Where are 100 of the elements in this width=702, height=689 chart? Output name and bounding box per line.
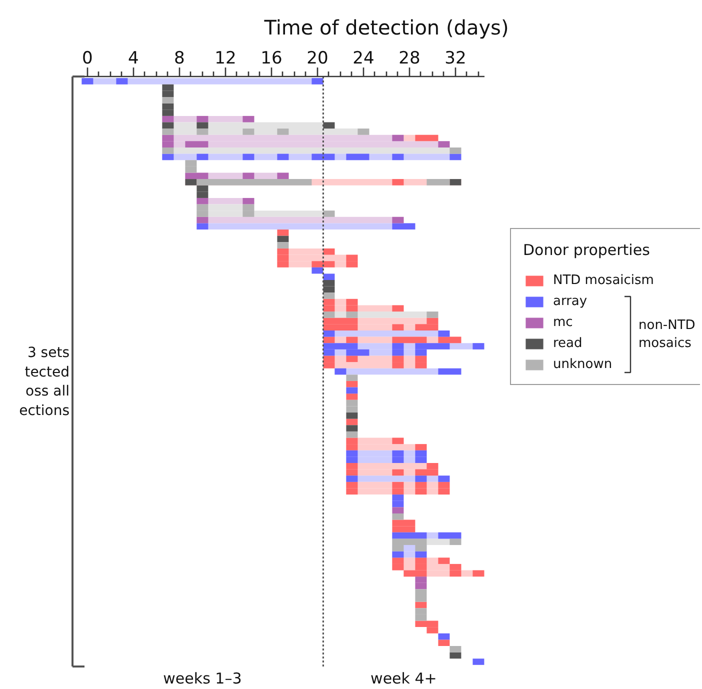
bar <box>185 179 197 186</box>
bar <box>312 154 335 160</box>
bar <box>346 425 358 432</box>
bar <box>346 154 370 160</box>
legend-label: read <box>553 336 582 351</box>
x-tick-label: 0 <box>82 48 93 68</box>
bar <box>392 216 404 224</box>
bar <box>415 602 427 608</box>
bar <box>346 418 358 426</box>
bar <box>323 330 335 337</box>
bar <box>392 513 404 520</box>
bar <box>450 179 462 186</box>
bar <box>450 646 462 652</box>
bar <box>242 198 254 204</box>
bar <box>472 570 484 577</box>
bar <box>185 172 208 180</box>
bar <box>277 236 289 242</box>
bar <box>277 230 289 236</box>
bar <box>392 223 416 230</box>
x-tick-label: 12 <box>214 48 236 68</box>
bar <box>346 431 358 438</box>
bar <box>162 122 174 129</box>
bar <box>438 476 450 482</box>
bar <box>438 141 450 148</box>
bar <box>196 216 208 224</box>
bar <box>277 128 289 135</box>
bar <box>392 324 404 330</box>
bar <box>162 97 174 104</box>
bar <box>358 128 370 135</box>
legend-label: mc <box>553 315 573 330</box>
bar <box>346 412 358 419</box>
bar <box>392 551 404 558</box>
bar <box>415 476 427 482</box>
x-axis-title: Time of detection (days) <box>263 16 509 40</box>
bar <box>323 312 335 318</box>
bar <box>323 210 335 217</box>
bar <box>242 128 254 135</box>
bar <box>415 444 427 450</box>
bar <box>242 116 254 122</box>
bar <box>162 154 174 160</box>
bar <box>438 368 462 375</box>
x-tick-label: 4 <box>128 48 139 68</box>
bar <box>323 248 335 255</box>
bar <box>438 330 450 337</box>
bar <box>392 438 404 444</box>
bar <box>162 147 174 154</box>
bar <box>346 380 358 388</box>
bar <box>277 172 289 180</box>
legend-label: unknown <box>553 357 614 372</box>
bar <box>346 394 358 400</box>
bar <box>196 198 208 204</box>
legend-label: array <box>553 294 588 309</box>
bar <box>185 141 208 148</box>
bar <box>472 343 484 350</box>
bar <box>346 336 358 344</box>
bar <box>472 658 484 665</box>
bar <box>392 305 404 312</box>
bar <box>392 469 404 476</box>
text: non-NTD mosaics <box>638 318 696 351</box>
bar <box>323 274 335 280</box>
bar <box>242 154 254 160</box>
bar <box>312 261 335 268</box>
x-tick-label: 8 <box>174 48 185 68</box>
x-tick-label: 20 <box>306 48 328 68</box>
bar <box>426 312 438 318</box>
bar <box>346 312 358 318</box>
bar <box>346 476 358 482</box>
y-axis-title: 3 sets tected oss all ections <box>19 345 70 419</box>
bar <box>196 128 208 135</box>
bar <box>392 134 404 142</box>
bar <box>346 356 358 362</box>
bar <box>116 78 128 84</box>
bar <box>162 128 174 135</box>
bar <box>438 558 450 564</box>
bar <box>450 154 462 160</box>
bar <box>82 78 94 84</box>
bar <box>323 336 335 344</box>
bar <box>438 640 450 646</box>
bar <box>438 532 462 539</box>
bar <box>242 172 254 180</box>
bar <box>415 134 438 142</box>
x-tick-label: 28 <box>398 48 420 68</box>
bar <box>438 633 450 640</box>
bar <box>392 179 404 186</box>
bar <box>392 532 427 539</box>
bar <box>277 242 289 248</box>
text: weeks 1–3 <box>163 670 242 688</box>
bar <box>392 336 427 344</box>
bar <box>196 122 208 129</box>
text: week 4+ <box>370 670 437 688</box>
bar <box>392 154 404 160</box>
x-tick-label: 16 <box>260 48 282 68</box>
legend-title: Donor properties <box>523 241 651 259</box>
bar <box>450 538 462 546</box>
bar <box>312 78 324 84</box>
bar <box>162 116 174 122</box>
legend-label: NTD mosaicism <box>553 273 655 288</box>
bar <box>312 267 324 274</box>
bar <box>450 147 462 154</box>
x-tick-label: 24 <box>352 48 374 68</box>
